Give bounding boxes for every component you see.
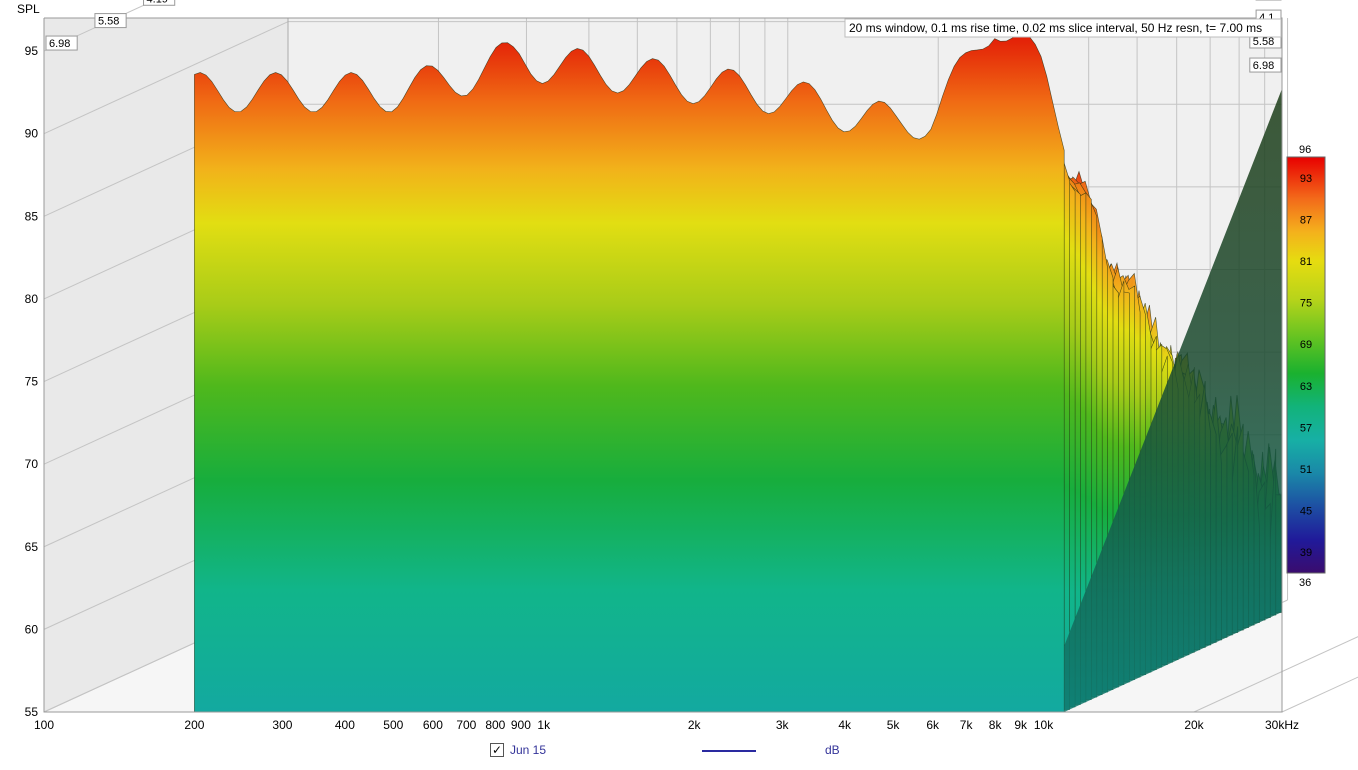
color-scale-bottom-label: 36 — [1299, 577, 1311, 589]
surface-right-edge — [1064, 88, 1282, 712]
grid-line-side — [43, 21, 289, 135]
y-tick-label: 55 — [25, 705, 39, 719]
svg-text:6.98: 6.98 — [49, 38, 70, 50]
plot-border-outer — [43, 17, 1283, 713]
time-axis-labels-left: 0.001.402.794.195.586.98 — [45, 0, 176, 51]
svg-text:87: 87 — [1300, 214, 1312, 226]
time-label: 6.98 — [45, 35, 78, 51]
x-tick-label: 5k — [887, 718, 901, 732]
color-scale-tick: 93 — [1300, 173, 1312, 185]
color-scale-tick: 51 — [1300, 464, 1312, 476]
color-scale-tick: 39 — [1300, 547, 1312, 559]
color-scale-bar — [1286, 156, 1326, 574]
svg-text:81: 81 — [1300, 256, 1312, 268]
x-tick-label: 10k — [1034, 718, 1054, 732]
x-tick-label: 20k — [1184, 718, 1204, 732]
svg-text:5.58: 5.58 — [98, 16, 119, 28]
y-tick-label: 85 — [25, 209, 39, 223]
svg-text:93: 93 — [1300, 173, 1312, 185]
svg-text:4.19: 4.19 — [147, 0, 168, 5]
time-label: 6.98 — [1249, 57, 1282, 73]
svg-text:51: 51 — [1300, 464, 1312, 476]
x-tick-label: 900 — [511, 718, 531, 732]
legend-series-label: Jun 15 — [510, 743, 547, 757]
x-tick-label: 3k — [776, 718, 790, 732]
x-axis-ticks: 100 200 300 400 500 600 700 800 900 1k 2k 3k 4k 5k 6k 7… — [34, 718, 1299, 732]
legend: ✓ Jun 15 dB — [488, 741, 888, 761]
info-text: 20 ms window, 0.1 ms rise time, 0.02 ms … — [849, 21, 1262, 35]
x-tick-label: 800 — [485, 718, 505, 732]
y-axis-title: SPL — [17, 2, 40, 16]
color-scale-ticks: 93 87 81 75 69 63 57 51 45 39 — [1300, 173, 1312, 559]
x-tick-label: 1k — [537, 718, 551, 732]
x-tick-label: 9k — [1014, 718, 1028, 732]
grid-line-floor — [1281, 676, 1358, 713]
svg-text:69: 69 — [1300, 339, 1312, 351]
color-scale-tick: 63 — [1300, 381, 1312, 393]
svg-text:63: 63 — [1300, 381, 1312, 393]
color-scale-top-label: 96 — [1299, 144, 1311, 156]
y-axis-ticks: 55 60 65 70 75 80 85 90 95 — [25, 44, 39, 719]
x-tick-label: 500 — [383, 718, 403, 732]
grid-line-side — [43, 0, 157, 52]
color-scale-tick: 57 — [1300, 422, 1312, 434]
svg-text:6.98: 6.98 — [1253, 60, 1274, 72]
x-tick-label: 7k — [960, 718, 974, 732]
waterfall-surface — [194, 32, 1282, 712]
y-tick-label: 70 — [25, 457, 39, 471]
y-tick-label: 95 — [25, 44, 39, 58]
x-tick-label: 2k — [688, 718, 702, 732]
color-scale: 96 93 87 81 75 69 63 57 51 45 39 36 — [1286, 144, 1326, 589]
time-label: 4.19 — [143, 0, 176, 6]
legend-series-line — [702, 750, 756, 752]
info-box: 20 ms window, 0.1 ms rise time, 0.02 ms … — [844, 18, 1282, 38]
color-scale-tick: 45 — [1300, 506, 1312, 518]
x-tick-label: 200 — [184, 718, 204, 732]
svg-text:57: 57 — [1300, 422, 1312, 434]
svg-text:5.58: 5.58 — [1253, 36, 1274, 48]
grid-line-floor — [1193, 636, 1358, 713]
y-tick-label: 60 — [25, 622, 39, 636]
x-tick-label: 100 — [34, 718, 54, 732]
x-tick-label: 4k — [838, 718, 852, 732]
x-tick-label: 8k — [989, 718, 1003, 732]
y-tick-label: 65 — [25, 540, 39, 554]
legend-unit-label: dB — [825, 743, 840, 757]
series-visibility-checkbox[interactable]: ✓ — [490, 743, 504, 757]
y-tick-label: 75 — [25, 375, 39, 389]
svg-text:45: 45 — [1300, 506, 1312, 518]
color-scale-tick: 75 — [1300, 298, 1312, 310]
color-scale-tick: 87 — [1300, 214, 1312, 226]
y-tick-label: 80 — [25, 292, 39, 306]
waterfall-slice — [194, 32, 1065, 712]
color-scale-tick: 81 — [1300, 256, 1312, 268]
x-tick-label: 30kHz — [1265, 718, 1299, 732]
color-scale-tick: 69 — [1300, 339, 1312, 351]
svg-text:75: 75 — [1300, 298, 1312, 310]
x-tick-label: 300 — [272, 718, 292, 732]
x-tick-label: 700 — [456, 718, 476, 732]
svg-text:39: 39 — [1300, 547, 1312, 559]
x-tick-label: 400 — [335, 718, 355, 732]
x-tick-label: 6k — [926, 718, 940, 732]
y-tick-label: 90 — [25, 127, 39, 141]
x-tick-label: 600 — [423, 718, 443, 732]
time-label: 5.58 — [94, 13, 127, 29]
